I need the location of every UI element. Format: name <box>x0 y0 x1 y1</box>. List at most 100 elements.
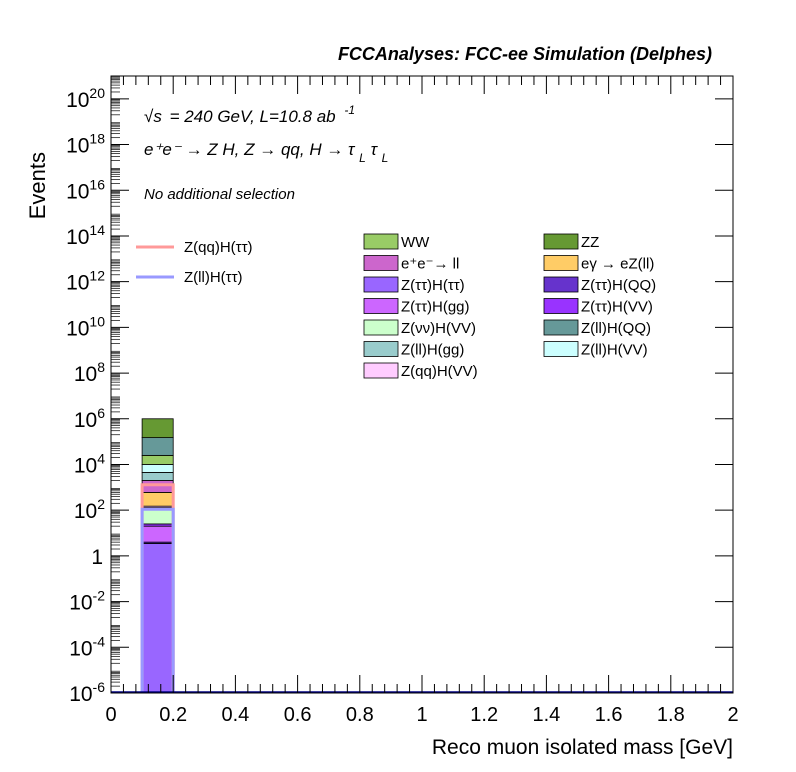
legend-swatch-ZZ <box>543 233 579 250</box>
y-tick-label: 10-6 <box>69 679 105 706</box>
legend-swatch-Z(ττ)H(ττ) <box>363 276 399 293</box>
y-tick-base: 10 <box>66 317 89 340</box>
process-label: e⁺e⁻ → Z H, Z → qq, H → τ L τ L <box>144 140 388 166</box>
bar-Z(ll)H(QQ) <box>141 437 174 456</box>
legend-label-ZZ: ZZ <box>581 234 599 251</box>
y-tick-exponent: 12 <box>89 268 105 284</box>
legend-swatch-Z(ττ)H(VV) <box>543 298 579 314</box>
bar-eγ → eZ(ll) <box>141 492 174 507</box>
y-tick-label: 1016 <box>66 176 105 203</box>
y-tick-label: 1010 <box>66 313 105 340</box>
x-tick-label: 1.4 <box>532 704 560 726</box>
legend-label-Z(ll)H(ττ): Z(ll)H(ττ) <box>184 269 243 286</box>
bar-WW <box>141 454 174 465</box>
y-tick-base: 10 <box>74 363 97 386</box>
legend-label-Z(ll)H(gg): Z(ll)H(gg) <box>401 342 464 359</box>
y-tick-exponent: 4 <box>97 450 105 466</box>
legend-label-Z(qq)H(ττ): Z(qq)H(ττ) <box>184 239 253 256</box>
y-tick-exponent: 14 <box>89 222 105 238</box>
legend-label-Z(ll)H(QQ): Z(ll)H(QQ) <box>581 320 651 337</box>
legend: Z(qq)H(ττ) Z(ll)H(ττ) WW ZZ e⁺e⁻→ ll eγ → eZ(… <box>136 233 656 380</box>
y-tick-label: 1020 <box>66 85 105 112</box>
y-tick-exponent: 10 <box>89 313 105 329</box>
bar-Z(ττ)H(ττ) <box>141 543 174 694</box>
legend-label-Z(ττ)H(QQ): Z(ττ)H(QQ) <box>581 277 656 294</box>
legend-swatch-Z(ττ)H(gg) <box>363 298 399 314</box>
y-tick-base: 10 <box>66 135 89 158</box>
legend-label-e⁺e⁻→ ll: e⁺e⁻→ ll <box>401 256 459 273</box>
axes: 0 0.2 0.4 0.6 0.8 1 1.2 1.4 1.6 1.8 210-610-410-21… <box>66 75 739 726</box>
legend-swatch-Z(ll)H(VV) <box>543 341 579 357</box>
y-tick-base: 10 <box>74 454 97 477</box>
y-tick-base: 10 <box>66 180 89 203</box>
histogram-stack <box>111 418 733 694</box>
y-tick-label: 1 <box>91 546 103 569</box>
y-tick-label: 1014 <box>66 222 105 249</box>
chart-header: FCCAnalyses: FCC-ee Simulation (Delphes) <box>338 44 712 64</box>
y-tick-label: 108 <box>74 359 105 386</box>
y-tick-exponent: 8 <box>97 359 105 375</box>
y-tick-exponent: 6 <box>97 405 105 421</box>
y-tick-label: 102 <box>74 496 105 523</box>
y-tick-label: 104 <box>74 450 105 477</box>
legend-swatch-Z(qq)H(VV) <box>363 362 399 379</box>
x-tick-label: 1.2 <box>470 704 498 726</box>
y-tick-label: 1018 <box>66 131 105 158</box>
y-tick-base: 10 <box>66 272 89 295</box>
x-tick-label: 1 <box>416 704 427 726</box>
bar-Z(ll)H(VV) <box>141 464 174 473</box>
x-axis-title: Reco muon isolated mass [GeV] <box>432 736 733 759</box>
y-tick-base: 10 <box>69 683 92 706</box>
legend-label-Z(νν)H(VV): Z(νν)H(VV) <box>401 320 476 337</box>
y-tick-base: 10 <box>69 637 92 660</box>
x-tick-label: 0.8 <box>346 704 374 726</box>
bar-Z(ττ)H(gg) <box>141 525 174 543</box>
y-tick-exponent: 20 <box>89 85 105 101</box>
signal-Z(ll)H(ττ) <box>140 507 175 693</box>
y-tick-label: 10-4 <box>69 633 105 660</box>
legend-label-WW: WW <box>401 234 430 251</box>
x-tick-label: 2 <box>727 704 738 726</box>
y-tick-exponent: 2 <box>97 496 105 512</box>
tau2: τ <box>371 140 379 159</box>
tau2-subscript: L <box>382 151 389 165</box>
y-tick-exponent: -4 <box>93 633 106 649</box>
x-tick-label: 0.6 <box>284 704 312 726</box>
annotation-block: √s = 240 GeV, L=10.8 ab -1 e⁺e⁻ → Z H, Z… <box>144 103 388 203</box>
bar-e⁺e⁻→ ll <box>141 480 174 493</box>
legend-label-Z(ττ)H(VV): Z(ττ)H(VV) <box>581 299 653 316</box>
legend-label-Z(ττ)H(ττ): Z(ττ)H(ττ) <box>401 277 465 294</box>
y-tick-base: 10 <box>74 409 97 432</box>
y-tick-base: 10 <box>66 226 89 249</box>
legend-label-Z(ττ)H(gg): Z(ττ)H(gg) <box>401 299 470 316</box>
plot-frame <box>110 75 734 694</box>
selection-label: No additional selection <box>144 186 295 203</box>
x-tick-label: 0 <box>105 704 116 726</box>
x-tick-label: 1.6 <box>595 704 623 726</box>
y-tick-label: 1012 <box>66 268 105 295</box>
legend-swatch-e⁺e⁻→ ll <box>363 255 399 271</box>
legend-swatch-Z(νν)H(VV) <box>363 319 399 336</box>
y-tick-exponent: -2 <box>93 588 106 604</box>
y-tick-exponent: -6 <box>93 679 106 695</box>
legend-label-Z(ll)H(VV): Z(ll)H(VV) <box>581 342 648 359</box>
y-tick-base: 10 <box>74 500 97 523</box>
y-axis-title: Events <box>25 152 50 219</box>
bar-ZZ <box>141 418 174 439</box>
legend-label-eγ → eZ(ll): eγ → eZ(ll) <box>581 256 654 273</box>
legend-label-Z(qq)H(VV): Z(qq)H(VV) <box>401 363 478 380</box>
x-tick-label: 0.2 <box>159 704 187 726</box>
y-tick-label: 10-2 <box>69 588 105 615</box>
process-text: e⁺e⁻ → Z H, Z → qq, H → τ <box>144 140 356 159</box>
y-tick-exponent: 18 <box>89 131 105 147</box>
y-tick-exponent: 16 <box>89 176 105 192</box>
energy-lumi-text: = 240 GeV, L=10.8 ab <box>170 107 336 126</box>
tau-subscript: L <box>359 151 366 165</box>
y-tick-base: 1 <box>91 546 103 569</box>
x-tick-label: 1.8 <box>657 704 685 726</box>
bar-Z(ll)H(gg) <box>141 472 174 481</box>
y-tick-base: 10 <box>69 592 92 615</box>
y-tick-base: 10 <box>66 89 89 112</box>
legend-swatch-WW <box>363 233 399 250</box>
legend-swatch-Z(ll)H(gg) <box>363 341 399 357</box>
